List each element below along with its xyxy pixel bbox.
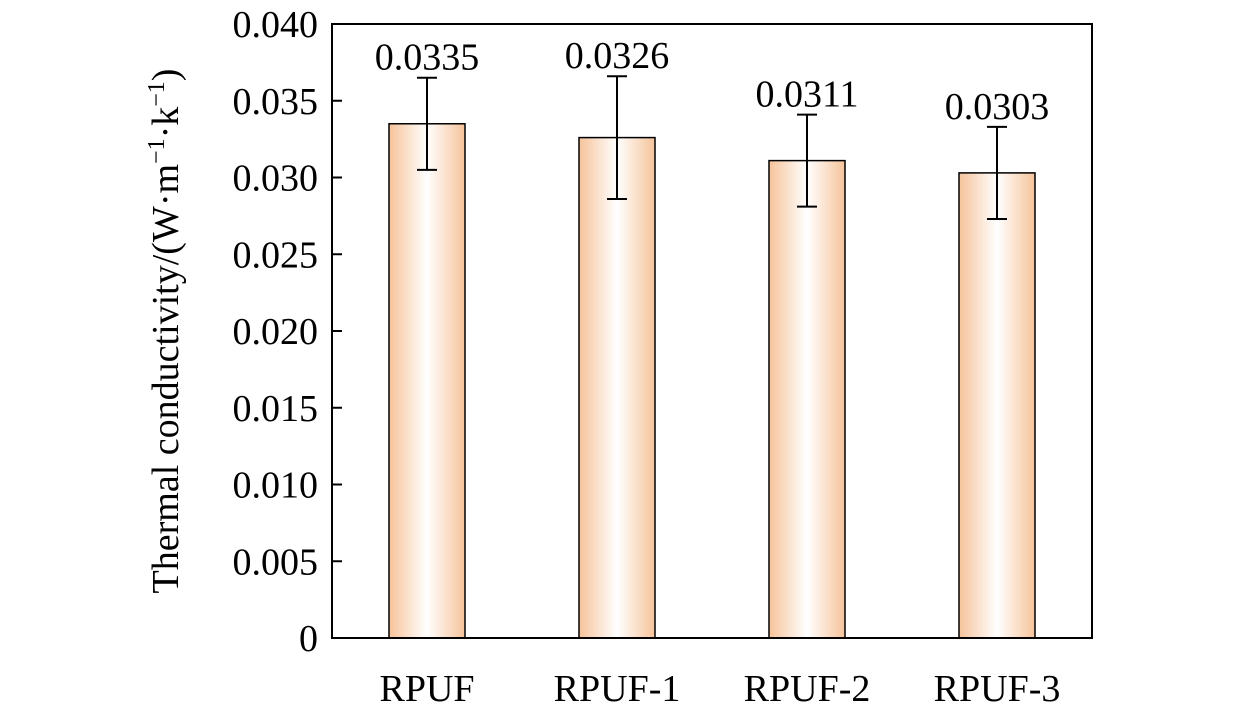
y-tick-label: 0.020: [233, 311, 319, 353]
data-label: 0.0326: [565, 35, 670, 77]
bar: [578, 136, 656, 639]
bar: [958, 172, 1036, 639]
x-axis-labels: RPUF RPUF-1 RPUF-2 RPUF-3: [379, 668, 1060, 709]
data-labels: 0.0335 0.0326 0.0311 0.0303: [375, 35, 1050, 128]
x-tick-label: RPUF-1: [554, 668, 681, 709]
y-tick-label: 0.030: [233, 158, 319, 200]
data-label: 0.0335: [375, 37, 480, 79]
error-bars-layer: [417, 75, 1007, 220]
y-axis-ticks: 0 0.005 0.010 0.015 0.020 0.025 0.030 0.035 0.04…: [233, 4, 342, 660]
bar: [768, 159, 846, 639]
y-tick-label: 0.025: [233, 234, 319, 276]
y-tick-label: 0.010: [233, 465, 319, 507]
data-label: 0.0311: [755, 74, 858, 116]
y-tick-label: 0.035: [233, 81, 319, 123]
y-tick-label: 0: [299, 618, 318, 660]
x-tick-label: RPUF-2: [744, 668, 871, 709]
y-axis-title: Thermal conductivity/(W·m−1·k−1): [144, 69, 187, 594]
y-tick-label: 0.040: [233, 4, 319, 46]
y-tick-label: 0.005: [233, 541, 319, 583]
x-tick-label: RPUF-3: [934, 668, 1061, 709]
bar: [388, 123, 466, 639]
y-tick-label: 0.015: [233, 388, 319, 430]
bars-layer: [388, 123, 1036, 639]
data-label: 0.0303: [945, 86, 1050, 128]
x-tick-label: RPUF: [379, 668, 474, 709]
